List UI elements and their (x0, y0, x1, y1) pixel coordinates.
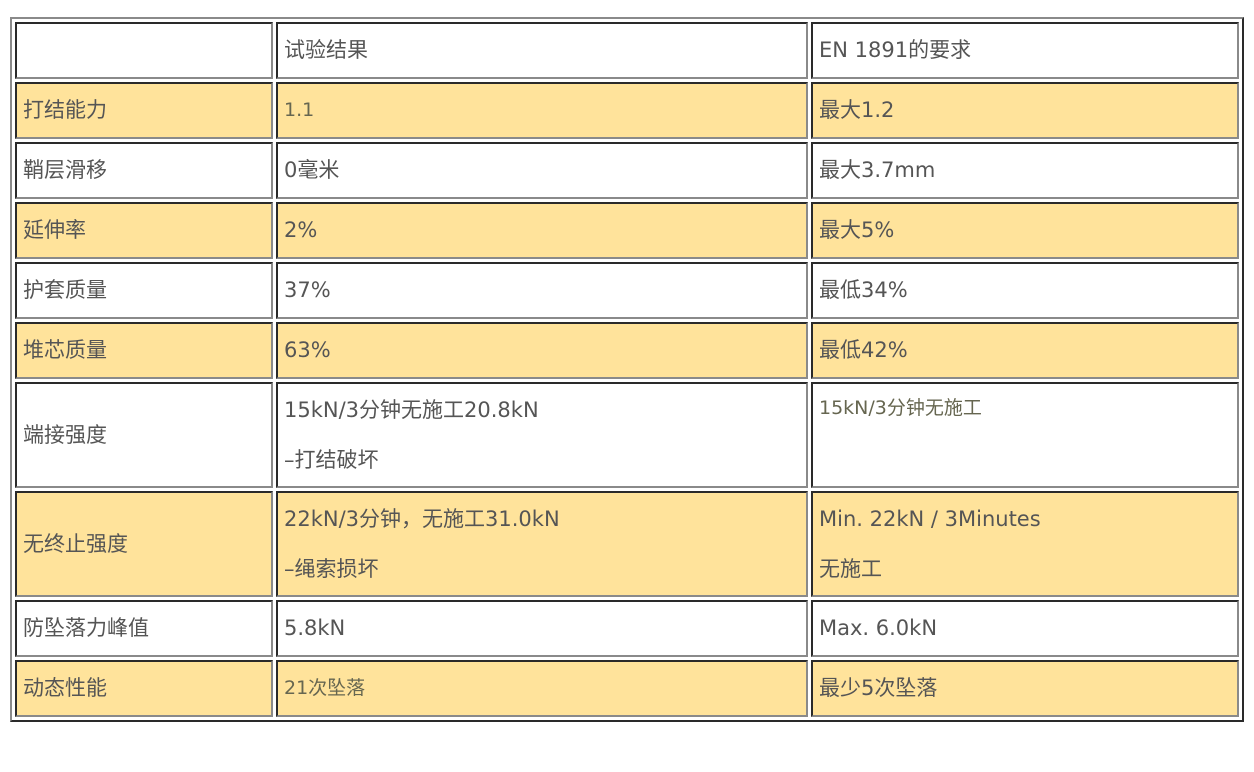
table-row: 动态性能 21次坠落 最少5次坠落 (15, 660, 1239, 717)
header-cell-result: 试验结果 (276, 22, 808, 79)
requirement-cell-line: 最少5次坠落 (819, 676, 938, 700)
row-label-cell: 防坠落力峰值 (15, 600, 273, 657)
result-cell-line: 37% (284, 278, 331, 302)
requirement-cell: 最大5% (811, 202, 1239, 259)
requirement-cell: Max. 6.0kN (811, 600, 1239, 657)
spec-table: 试验结果 EN 1891的要求 打结能力 1.1 最大1.2 鞘层滑移 0毫米 最大3.7… (10, 17, 1244, 722)
requirement-cell: 最大3.7mm (811, 142, 1239, 199)
table-row: 防坠落力峰值 5.8kN Max. 6.0kN (15, 600, 1239, 657)
result-cell-line: –打结破坏 (284, 447, 379, 472)
table-row: 护套质量 37% 最低34% (15, 262, 1239, 319)
table-row: 无终止强度 22kN/3分钟，无施工31.0kN –绳索损坏 Min. 22kN / … (15, 491, 1239, 597)
requirement-cell: 最低34% (811, 262, 1239, 319)
result-cell: 63% (276, 322, 808, 379)
table-row: 延伸率 2% 最大5% (15, 202, 1239, 259)
requirement-cell-line: Min. 22kN / 3Minutes (819, 506, 1041, 531)
table-row: 堆芯质量 63% 最低42% (15, 322, 1239, 379)
requirement-cell-line: 最大3.7mm (819, 158, 936, 182)
result-cell: 5.8kN (276, 600, 808, 657)
table-row: 打结能力 1.1 最大1.2 (15, 82, 1239, 139)
requirement-cell-line: 最低42% (819, 338, 908, 362)
result-cell-line: 21次坠落 (284, 677, 366, 699)
requirement-cell: 最大1.2 (811, 82, 1239, 139)
requirement-cell-line: 无施工 (819, 556, 882, 581)
result-cell: 21次坠落 (276, 660, 808, 717)
result-cell: 0毫米 (276, 142, 808, 199)
header-cell-blank (15, 22, 273, 79)
requirement-cell-line: 最大1.2 (819, 98, 895, 122)
header-cell-requirement: EN 1891的要求 (811, 22, 1239, 79)
result-cell-line: 63% (284, 338, 331, 362)
requirement-cell: 15kN/3分钟无施工 (811, 382, 1239, 488)
result-cell-line: 0毫米 (284, 158, 340, 182)
row-label-cell: 堆芯质量 (15, 322, 273, 379)
result-cell-line: 15kN/3分钟无施工20.8kN (284, 397, 539, 422)
row-label-cell: 打结能力 (15, 82, 273, 139)
requirement-cell: 最低42% (811, 322, 1239, 379)
result-cell-line: 5.8kN (284, 616, 346, 640)
result-cell-line: 2% (284, 218, 318, 242)
requirement-cell-line: 15kN/3分钟无施工 (819, 397, 982, 419)
table-row: 端接强度 15kN/3分钟无施工20.8kN –打结破坏 15kN/3分钟无施工 (15, 382, 1239, 488)
result-cell: 37% (276, 262, 808, 319)
result-cell: 1.1 (276, 82, 808, 139)
table-row: 鞘层滑移 0毫米 最大3.7mm (15, 142, 1239, 199)
result-cell-line: 22kN/3分钟，无施工31.0kN (284, 506, 560, 531)
row-label-cell: 延伸率 (15, 202, 273, 259)
header-row: 试验结果 EN 1891的要求 (15, 22, 1239, 79)
row-label-cell: 端接强度 (15, 382, 273, 488)
result-cell: 22kN/3分钟，无施工31.0kN –绳索损坏 (276, 491, 808, 597)
result-cell: 2% (276, 202, 808, 259)
requirement-cell-line: Max. 6.0kN (819, 616, 938, 640)
result-cell-line: 1.1 (284, 99, 315, 121)
row-label-cell: 鞘层滑移 (15, 142, 273, 199)
row-label-cell: 护套质量 (15, 262, 273, 319)
result-cell: 15kN/3分钟无施工20.8kN –打结破坏 (276, 382, 808, 488)
result-cell-line: –绳索损坏 (284, 556, 379, 581)
row-label-cell: 无终止强度 (15, 491, 273, 597)
requirement-cell-line: 最大5% (819, 218, 895, 242)
requirement-cell: Min. 22kN / 3Minutes 无施工 (811, 491, 1239, 597)
row-label-cell: 动态性能 (15, 660, 273, 717)
requirement-cell-line: 最低34% (819, 278, 908, 302)
requirement-cell: 最少5次坠落 (811, 660, 1239, 717)
